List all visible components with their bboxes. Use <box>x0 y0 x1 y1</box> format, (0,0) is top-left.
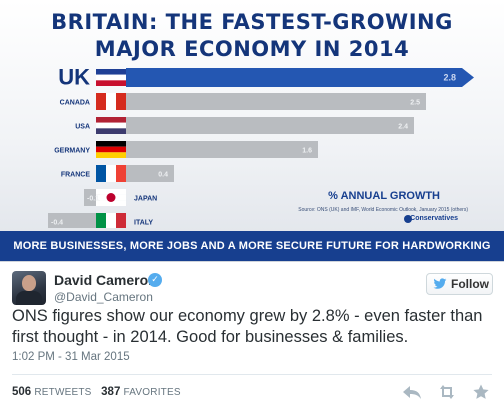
category-label-france: FRANCE <box>61 172 90 179</box>
infographic-footer-strip: MORE BUSINESSES, MORE JOBS AND A MORE SE… <box>0 231 504 261</box>
flag-usa-icon <box>96 117 126 134</box>
tweet-text: ONS figures show our economy grew by 2.8… <box>12 307 483 346</box>
value-label-usa: 2.4 <box>398 124 408 131</box>
flag-uk-icon <box>96 69 126 86</box>
chart-legend-title: % ANNUAL GROWTH <box>328 190 440 202</box>
author-name[interactable]: David Cameron <box>54 272 157 288</box>
avatar[interactable] <box>12 271 46 305</box>
category-label-canada: CANADA <box>60 100 90 107</box>
retweet-label[interactable]: RETWEETS <box>34 387 92 398</box>
flag-canada-icon <box>96 93 126 110</box>
bar-france <box>126 165 174 182</box>
retweet-icon[interactable] <box>436 383 458 401</box>
reply-icon[interactable] <box>401 383 423 401</box>
growth-bar-chart: UK 2.8 CANADA 2.5 USA 2.4 GERMANY 1.6 FRANCE 0.4 J… <box>48 65 474 228</box>
retweet-count[interactable]: 506 <box>12 386 32 398</box>
favorite-label[interactable]: FAVORITES <box>123 387 181 398</box>
value-label-japan: -0.1 <box>87 196 99 203</box>
category-label-germany: GERMANY <box>54 148 90 155</box>
bar-usa <box>126 117 414 134</box>
bar-germany <box>126 141 318 158</box>
flag-germany-icon <box>96 141 126 158</box>
bar-canada <box>126 93 426 110</box>
value-label-france: 0.4 <box>158 172 168 179</box>
follow-label: Follow <box>451 277 489 291</box>
value-label-canada: 2.5 <box>410 100 420 107</box>
chart-title-line2: MAJOR ECONOMY IN 2014 <box>94 37 410 61</box>
flag-france-icon <box>96 165 126 182</box>
verified-icon: ✓ <box>148 273 162 287</box>
flag-japan-icon <box>96 189 126 206</box>
value-label-germany: 1.6 <box>302 148 312 155</box>
follow-bird-icon <box>433 278 447 289</box>
chart-title-line1: BRITAIN: THE FASTEST-GROWING <box>51 10 453 34</box>
infographic-image: BRITAIN: THE FASTEST-GROWING MAJOR ECONO… <box>0 0 504 262</box>
favorite-icon[interactable] <box>470 383 492 401</box>
chart-source-note: Source: ONS (UK) and IMF, World Economic… <box>298 207 468 213</box>
follow-button[interactable]: Follow <box>426 273 493 295</box>
favorite-count[interactable]: 387 <box>101 386 121 398</box>
flag-italy-icon <box>96 213 126 228</box>
tweet-actions <box>393 383 492 401</box>
category-label-uk: UK <box>58 65 90 90</box>
bar-italy <box>48 213 100 228</box>
value-label-uk: 2.8 <box>443 73 456 83</box>
bar-uk <box>126 68 474 87</box>
category-label-japan: JAPAN <box>134 196 157 203</box>
conservatives-logo-icon <box>404 215 412 223</box>
category-label-usa: USA <box>75 124 90 131</box>
divider <box>12 374 492 375</box>
party-name: Conservatives <box>410 215 458 222</box>
author-handle[interactable]: @David_Cameron <box>54 290 153 304</box>
tweet-stats: 506 RETWEETS 387 FAVORITES <box>12 386 181 398</box>
value-label-italy: -0.4 <box>51 220 63 227</box>
tweet-timestamp[interactable]: 1:02 PM - 31 Mar 2015 <box>12 351 130 363</box>
tweet-card: David Cameron ✓ @David_Cameron Follow ON… <box>0 262 504 414</box>
category-label-italy: ITALY <box>134 220 153 227</box>
